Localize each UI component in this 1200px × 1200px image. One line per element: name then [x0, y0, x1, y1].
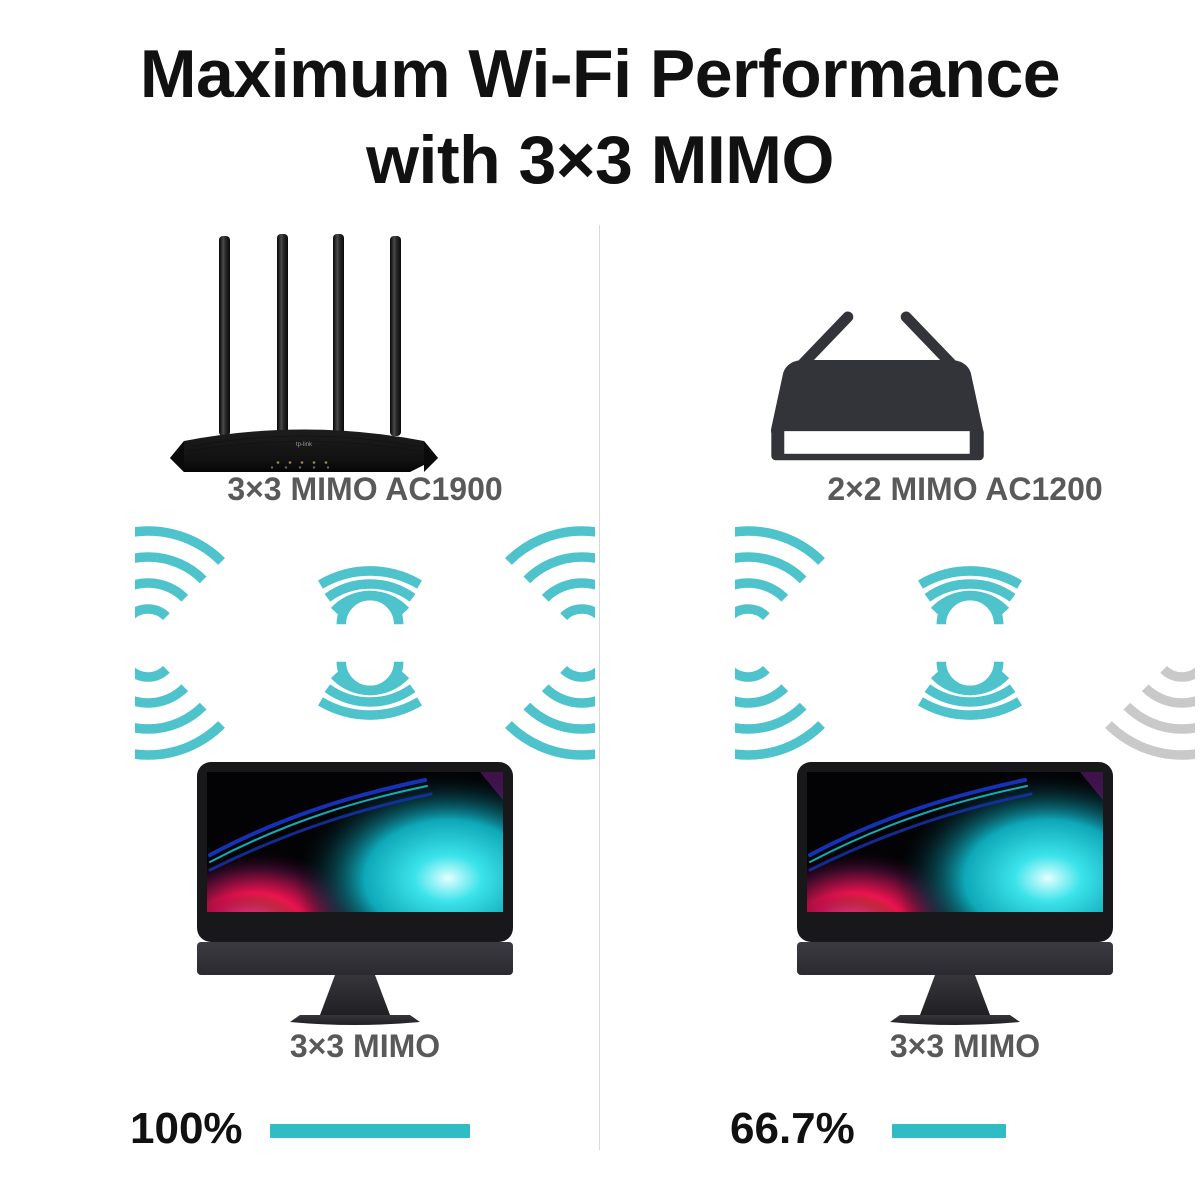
- svg-text:tp-link: tp-link: [296, 442, 313, 448]
